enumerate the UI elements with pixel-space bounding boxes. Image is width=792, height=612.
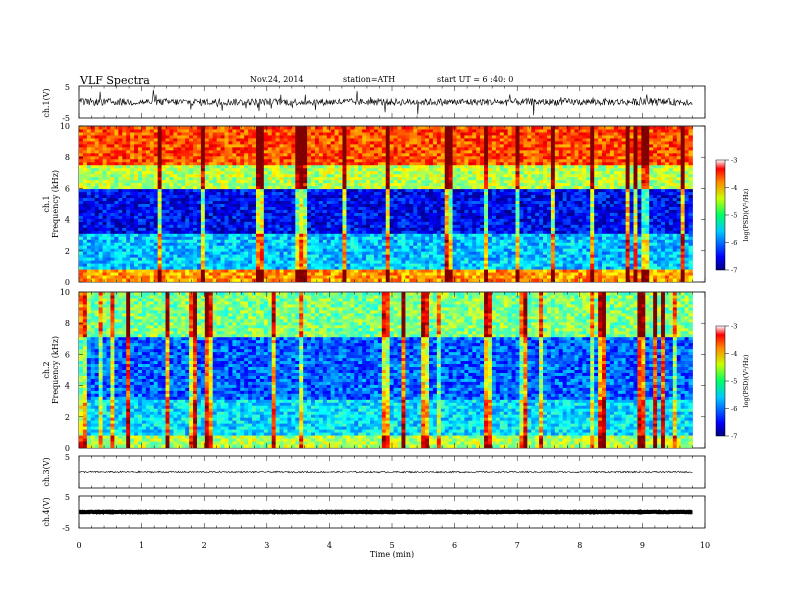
ch1-spectrogram-image: [79, 126, 693, 282]
ch2-spectrogram-yticks: 0 2 4 6 8 10: [60, 288, 705, 453]
time-tick-label: 10: [700, 541, 710, 550]
time-tick-label: 2: [202, 541, 207, 550]
colorbar-tick-label: -7: [731, 267, 737, 275]
colorbar-ticks: -3 -4 -5 -6 -7 -3 -4 -5 -6 -7: [725, 157, 737, 441]
ch2-spec-ylabel-bottom: Frequency (kHz): [51, 336, 60, 404]
time-axis-labels: 0 1 2 3 4 5 6 7 8 9 10: [76, 541, 710, 550]
colorbar-tick-label: -4: [731, 184, 737, 192]
colorbar-tick-label: -5: [731, 212, 737, 220]
date-label: Nov.24, 2014: [250, 75, 304, 84]
frequency-tick-label: 6: [65, 184, 70, 193]
time-axis-ticks: [78, 86, 706, 528]
frequency-tick-label: 8: [65, 153, 70, 162]
frequency-tick-label: 0: [65, 278, 70, 287]
ch1-ylabel: ch.1(V): [42, 88, 51, 117]
ch1-ytick-bottom: -5: [62, 114, 70, 123]
frequency-tick-label: 2: [65, 413, 70, 422]
ch4-ytick-bottom: -5: [62, 524, 70, 533]
ch2-colorbar: [715, 325, 726, 437]
ch1-ytick-top: 5: [65, 83, 70, 92]
frequency-tick-label: 4: [65, 216, 70, 225]
colorbar-tick-label: -3: [731, 323, 737, 331]
frequency-tick-label: 0: [65, 444, 70, 453]
ch2-colorbar-label: log(PSD)(V²/Hz): [742, 354, 750, 407]
time-tick-label: 0: [76, 541, 81, 550]
time-tick-label: 6: [452, 541, 457, 550]
ch3-ytick-top: 5: [65, 453, 70, 462]
colorbar-tick-label: -5: [731, 378, 737, 386]
time-tick-label: 5: [389, 541, 394, 550]
time-axis-title: Time (min): [370, 550, 414, 559]
frequency-tick-label: 4: [65, 382, 70, 391]
ch1-spec-ylabel-top: ch.1: [42, 195, 51, 212]
ch3-waveform-line: [78, 470, 693, 474]
station-label: station=ATH: [343, 75, 395, 84]
frequency-tick-label: 10: [60, 122, 70, 131]
frequency-tick-label: 10: [60, 288, 70, 297]
time-tick-label: 3: [264, 541, 269, 550]
ch1-spec-ylabel-bottom: Frequency (kHz): [51, 170, 60, 238]
time-tick-label: 7: [515, 541, 520, 550]
time-tick-label: 4: [327, 541, 332, 550]
frequency-tick-label: 2: [65, 247, 70, 256]
ch4-ylabel: ch.4(V): [42, 497, 51, 526]
ch4-waveform-line: [79, 509, 693, 515]
ch4-ytick-top: 5: [65, 493, 70, 502]
figure-title: VLF Spectra: [79, 74, 150, 87]
time-tick-label: 9: [640, 541, 645, 550]
colorbar-tick-label: -6: [731, 405, 737, 413]
ch1-colorbar: [715, 159, 726, 271]
frequency-tick-label: 6: [65, 350, 70, 359]
colorbar-tick-label: -6: [731, 239, 737, 247]
ch2-spectrogram-image: [79, 292, 693, 448]
ch2-spec-ylabel-top: ch.2: [42, 361, 51, 378]
ch3-ylabel: ch.3(V): [42, 457, 51, 486]
time-tick-label: 1: [139, 541, 144, 550]
ch1-waveform-line: [78, 89, 693, 116]
colorbar-tick-label: -7: [731, 433, 737, 441]
start-time-label: start UT = 6 :40: 0: [437, 75, 513, 84]
ch1-colorbar-label: log(PSD)(V²/Hz): [742, 188, 750, 241]
colorbar-tick-label: -4: [731, 350, 737, 358]
frequency-tick-label: 8: [65, 319, 70, 328]
ch1-spectrogram-yticks: 0 2 4 6 8 10: [60, 122, 705, 287]
colorbar-tick-label: -3: [731, 157, 737, 165]
time-tick-label: 8: [577, 541, 582, 550]
